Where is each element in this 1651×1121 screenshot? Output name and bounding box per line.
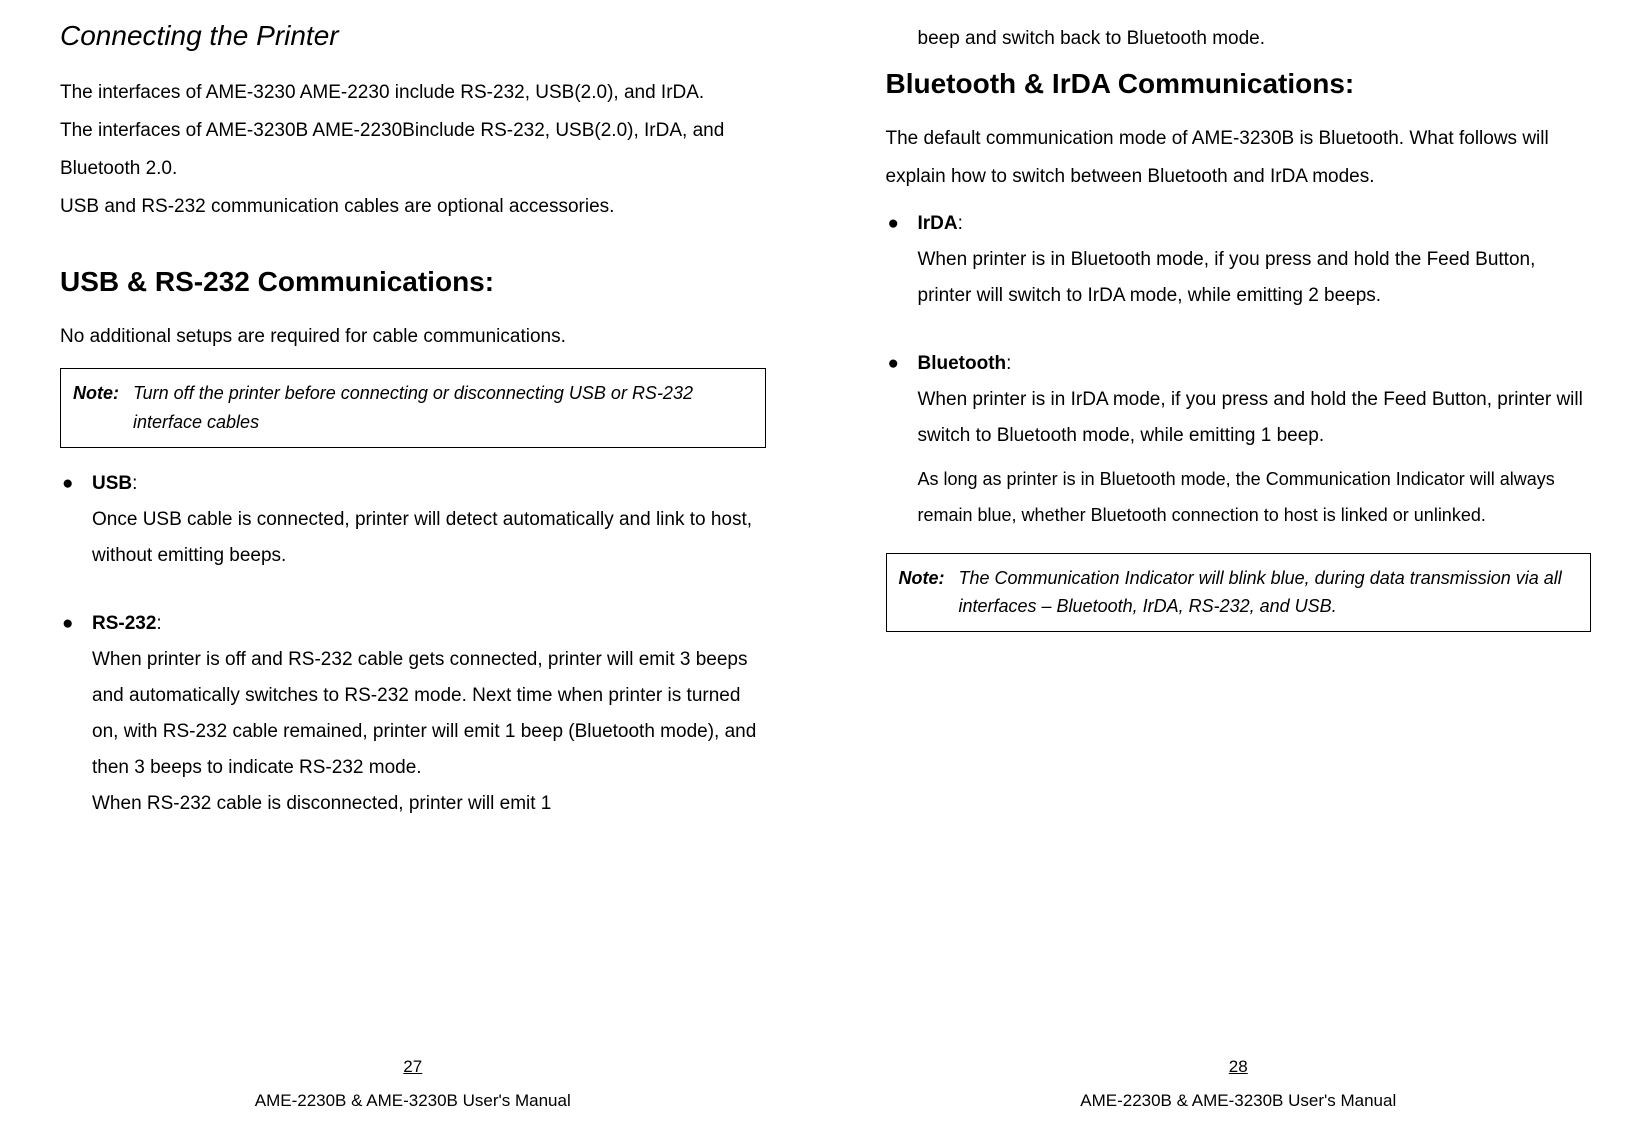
page-left-footer: 27 AME-2230B & AME-3230B User's Manual — [60, 1047, 766, 1111]
usb-bullet-head: USB: — [92, 466, 766, 502]
irda-bullet-body: When printer is in Bluetooth mode, if yo… — [918, 242, 1592, 314]
bullet-icon: ● — [60, 606, 92, 642]
rs232-bullet-content: RS-232: When printer is off and RS-232 c… — [92, 606, 766, 823]
page-right-content: beep and switch back to Bluetooth mode. … — [886, 20, 1592, 1047]
irda-label: IrDA — [918, 213, 958, 234]
note-box-2: Note: The Communication Indicator will b… — [886, 553, 1592, 633]
rs232-bullet-body-2: When RS-232 cable is disconnected, print… — [92, 786, 766, 822]
intro-paragraph-3: USB and RS-232 communication cables are … — [60, 188, 766, 226]
manual-title-left: AME-2230B & AME-3230B User's Manual — [60, 1091, 766, 1111]
irda-bullet-content: IrDA: When printer is in Bluetooth mode,… — [918, 206, 1592, 314]
bluetooth-bullet: ● Bluetooth: When printer is in IrDA mod… — [886, 346, 1592, 532]
usb-rs232-lead: No additional setups are required for ca… — [60, 318, 766, 356]
bluetooth-sub-text: As long as printer is in Bluetooth mode,… — [918, 461, 1592, 533]
bluetooth-bullet-content: Bluetooth: When printer is in IrDA mode,… — [918, 346, 1592, 532]
bullet-icon: ● — [886, 206, 918, 242]
bullet-icon: ● — [886, 346, 918, 382]
bullet-icon: ● — [60, 466, 92, 502]
note-1-label: Note: — [73, 379, 133, 437]
note-box-1: Note: Turn off the printer before connec… — [60, 368, 766, 448]
note-2-text: The Communication Indicator will blink b… — [959, 564, 1579, 622]
irda-bullet: ● IrDA: When printer is in Bluetooth mod… — [886, 206, 1592, 314]
note-1-text: Turn off the printer before connecting o… — [133, 379, 753, 437]
rs232-bullet-head: RS-232: — [92, 606, 766, 642]
page-left-content: Connecting the Printer The interfaces of… — [60, 20, 766, 1047]
page-right-footer: 28 AME-2230B & AME-3230B User's Manual — [886, 1047, 1592, 1111]
rs232-bullet: ● RS-232: When printer is off and RS-232… — [60, 606, 766, 823]
usb-bullet-content: USB: Once USB cable is connected, printe… — [92, 466, 766, 574]
usb-label: USB — [92, 473, 132, 494]
connecting-printer-title: Connecting the Printer — [60, 20, 766, 52]
irda-bullet-head: IrDA: — [918, 206, 1592, 242]
usb-bullet: ● USB: Once USB cable is connected, prin… — [60, 466, 766, 574]
bluetooth-bullet-body: When printer is in IrDA mode, if you pre… — [918, 382, 1592, 454]
bt-irda-lead: The default communication mode of AME-32… — [886, 120, 1592, 196]
page-number-left: 27 — [60, 1057, 766, 1077]
rs232-bullet-body: When printer is off and RS-232 cable get… — [92, 642, 766, 786]
bluetooth-bullet-head: Bluetooth: — [918, 346, 1592, 382]
spacer — [886, 314, 1592, 336]
page-left: Connecting the Printer The interfaces of… — [0, 0, 826, 1121]
bt-irda-title: Bluetooth & IrDA Communications: — [886, 68, 1592, 100]
page-right: beep and switch back to Bluetooth mode. … — [826, 0, 1651, 1121]
usb-bullet-body: Once USB cable is connected, printer wil… — [92, 502, 766, 574]
manual-title-right: AME-2230B & AME-3230B User's Manual — [886, 1091, 1592, 1111]
rs232-label: RS-232 — [92, 613, 156, 634]
intro-paragraph-2: The interfaces of AME-3230B AME-2230Binc… — [60, 112, 766, 188]
continuation-line: beep and switch back to Bluetooth mode. — [918, 20, 1592, 58]
page-number-right: 28 — [886, 1057, 1592, 1077]
intro-paragraph-1: The interfaces of AME-3230 AME-2230 incl… — [60, 74, 766, 112]
spacer — [60, 574, 766, 596]
usb-rs232-title: USB & RS-232 Communications: — [60, 266, 766, 298]
bluetooth-label: Bluetooth — [918, 353, 1007, 374]
note-2-label: Note: — [899, 564, 959, 622]
